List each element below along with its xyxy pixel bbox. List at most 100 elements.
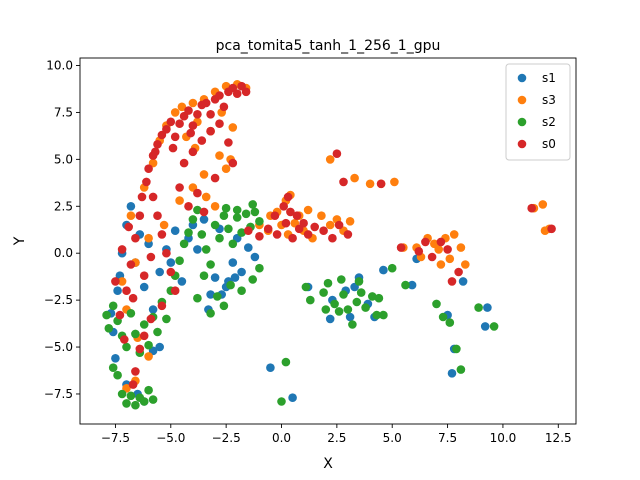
point-s2-55 <box>148 395 158 404</box>
point-s2-53 <box>139 397 149 406</box>
point-s1-3 <box>113 286 122 296</box>
point-s2-48 <box>117 389 127 399</box>
point-s0-3 <box>122 286 131 296</box>
point-s1-20 <box>193 245 202 254</box>
x-tick-label: 7.5 <box>438 431 457 445</box>
point-s0-48 <box>206 126 215 136</box>
point-s0-59 <box>272 230 282 239</box>
point-s3-56 <box>390 177 399 187</box>
point-s1-15 <box>166 258 176 267</box>
point-s0-71 <box>286 207 295 217</box>
point-s2-38 <box>248 200 257 209</box>
point-s1-22 <box>206 290 215 299</box>
point-s0-20 <box>193 110 202 119</box>
points-layer <box>102 80 556 410</box>
point-s0-16 <box>175 119 184 128</box>
point-s0-8 <box>142 177 151 187</box>
point-s1-48 <box>407 280 417 290</box>
y-axis-ticks: −7.5 −5.0 −2.5 0.0 2.5 5.0 7.5 10.0 <box>44 59 80 401</box>
point-s0-11 <box>153 140 162 149</box>
point-s1-57 <box>345 312 355 322</box>
point-s2-69 <box>356 288 366 297</box>
point-s2-47 <box>255 263 264 273</box>
point-s3-73 <box>365 179 375 189</box>
point-s2-12 <box>153 327 162 337</box>
y-tick-label: 2.5 <box>54 199 73 213</box>
point-s2-68 <box>352 297 362 307</box>
point-s0-42 <box>131 367 140 376</box>
point-s2-59 <box>277 397 286 406</box>
point-s2-56 <box>113 370 122 380</box>
point-s0-65 <box>319 226 328 235</box>
legend: s1 s3 s2 s0 <box>505 63 571 161</box>
point-s2-19 <box>184 228 193 237</box>
point-s1-39 <box>155 342 164 352</box>
point-s2-2 <box>108 301 118 311</box>
point-s0-35 <box>162 248 171 258</box>
y-axis-label: Y <box>12 236 28 246</box>
point-s0-40 <box>139 331 149 341</box>
point-s0-26 <box>219 102 229 112</box>
point-s0-49 <box>215 119 224 128</box>
point-s1-51 <box>447 369 457 378</box>
point-s2-78 <box>445 318 455 327</box>
x-tick-label: −5.0 <box>156 431 185 445</box>
point-s3-25 <box>201 192 211 202</box>
point-s1-28 <box>237 267 246 277</box>
point-s2-24 <box>206 260 215 269</box>
point-s0-14 <box>166 117 176 127</box>
y-tick-label: 7.5 <box>54 105 73 119</box>
point-s0-45 <box>179 158 189 168</box>
point-s0-69 <box>270 211 280 220</box>
point-s0-75 <box>332 149 342 158</box>
point-s2-34 <box>250 207 260 217</box>
point-s0-32 <box>148 192 158 202</box>
point-s2-31 <box>237 228 246 237</box>
point-s3-30 <box>117 277 127 286</box>
point-s2-54 <box>144 385 153 395</box>
point-s2-57 <box>108 363 118 373</box>
point-s1-2 <box>111 354 120 363</box>
point-s2-65 <box>339 290 348 299</box>
point-s2-18 <box>179 239 189 249</box>
point-s3-62 <box>434 245 444 254</box>
point-s0-38 <box>157 301 167 311</box>
point-s2-58 <box>281 357 291 367</box>
point-s2-32 <box>241 209 251 219</box>
point-s3-65 <box>449 230 459 239</box>
x-tick-label: −7.5 <box>101 431 130 445</box>
point-s2-45 <box>237 286 246 296</box>
point-s2-74 <box>387 263 397 273</box>
point-s0-68 <box>343 230 353 239</box>
point-s2-61 <box>319 288 328 297</box>
point-s2-51 <box>131 400 140 410</box>
point-s1-10 <box>139 282 149 292</box>
point-s2-50 <box>126 391 136 401</box>
y-tick-label: −7.5 <box>44 387 73 401</box>
point-s3-19 <box>210 202 220 211</box>
point-s0-44 <box>175 183 184 192</box>
point-s0-54 <box>184 202 193 211</box>
point-s2-17 <box>175 256 184 266</box>
point-s2-22 <box>197 230 207 239</box>
point-s0-88 <box>151 147 160 157</box>
point-s2-66 <box>343 305 353 314</box>
point-s0-73 <box>299 218 308 228</box>
point-s2-49 <box>122 399 131 408</box>
y-tick-label: 10.0 <box>46 59 73 73</box>
point-s3-0 <box>126 211 136 220</box>
point-s0-74 <box>283 192 293 202</box>
point-s0-86 <box>527 203 536 213</box>
point-s2-39 <box>199 271 209 281</box>
point-s2-10 <box>144 340 153 350</box>
point-s0-1 <box>115 310 125 320</box>
point-s0-52 <box>210 173 220 183</box>
point-s2-6 <box>126 309 136 318</box>
point-s0-85 <box>454 267 463 277</box>
point-s0-31 <box>241 87 251 97</box>
point-s3-17 <box>199 170 209 179</box>
legend-label-s2: s2 <box>542 115 556 129</box>
point-s0-53 <box>193 188 202 198</box>
point-s0-93 <box>117 245 127 254</box>
point-s0-63 <box>303 230 313 239</box>
